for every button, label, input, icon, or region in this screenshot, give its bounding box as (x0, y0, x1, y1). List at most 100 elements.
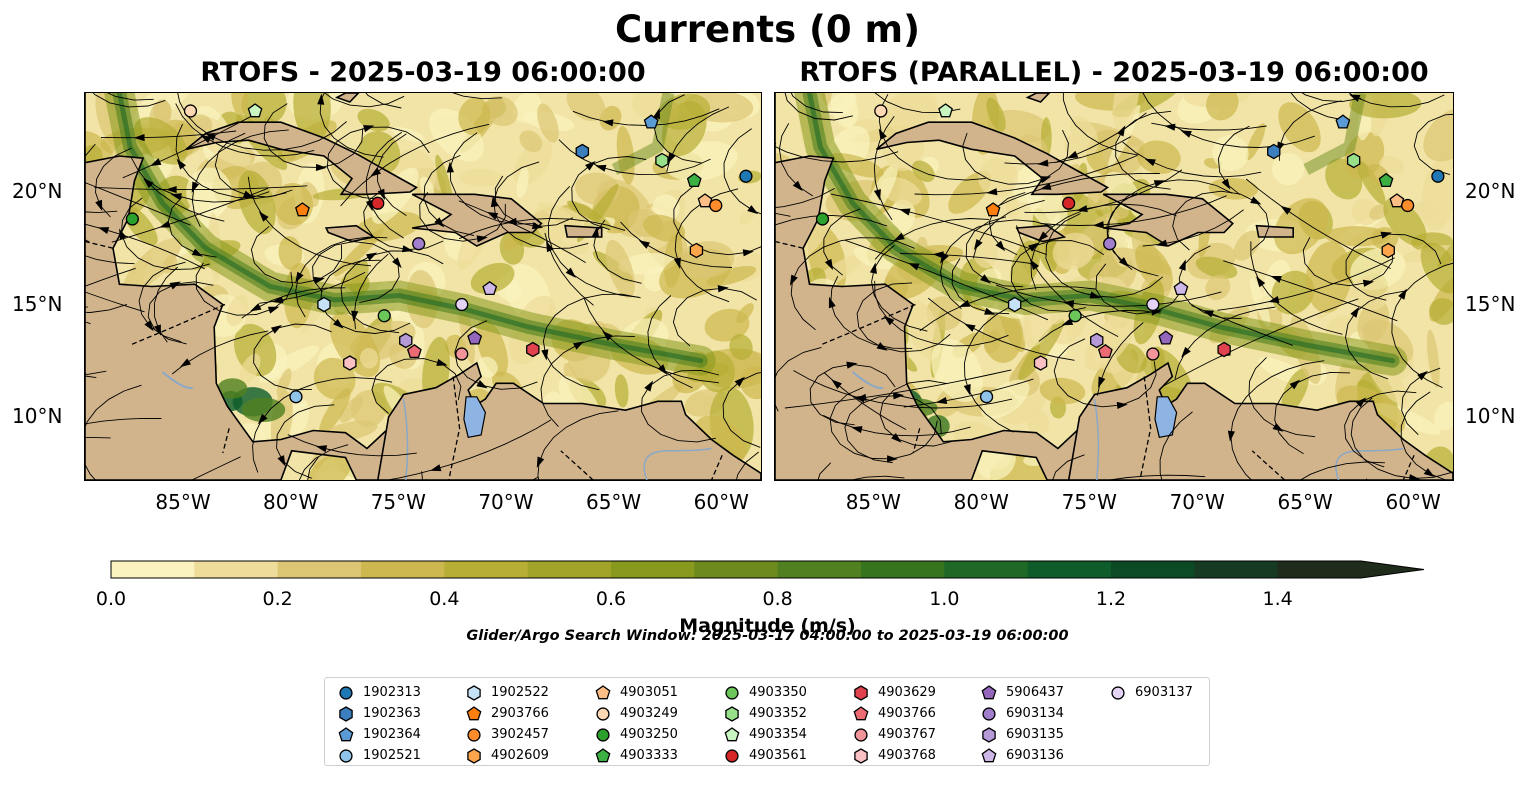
legend-item: 1902521 (337, 745, 421, 766)
legend-item: 4903350 (723, 682, 807, 703)
legend-marker-4903767 (854, 727, 868, 742)
legend-item: 5906437 (980, 682, 1064, 703)
legend-item: 4903352 (723, 703, 807, 724)
float-marker-4903629 (1217, 341, 1231, 358)
colorbar-segment (1194, 561, 1279, 578)
colorbar-segment (1027, 561, 1112, 578)
colorbar-tick-label: 1.4 (1262, 588, 1293, 610)
colorbar-segment (1277, 561, 1362, 578)
legend-item: 6903137 (1109, 682, 1193, 703)
float-marker-4903350 (1068, 309, 1082, 323)
legend-label: 1902521 (363, 748, 421, 763)
lon-tick-label: 85°W (155, 490, 211, 514)
colorbar-segment (277, 561, 362, 578)
legend-item: 4903561 (723, 745, 807, 766)
float-marker-6903135 (399, 332, 413, 349)
lon-tick-label: 65°W (1277, 490, 1333, 514)
legend-marker-1902363 (339, 705, 353, 722)
colorbar-tick-label: 0.4 (429, 588, 460, 610)
legend-label: 4903250 (620, 727, 678, 742)
legend-marker-4903250 (596, 727, 610, 742)
lat-tick-label-right: 10°N (1465, 404, 1516, 428)
float-marker-4903629 (526, 341, 540, 358)
lon-tick-label: 80°W (953, 490, 1009, 514)
float-marker-6903136 (482, 280, 498, 296)
legend-marker-5906437 (981, 684, 997, 699)
legend-item: 4903250 (594, 724, 678, 745)
float-marker-4902609 (1381, 242, 1395, 259)
legend-item: 4903249 (594, 703, 678, 724)
float-marker-5906437 (467, 330, 483, 345)
colorbar-tick-label: 0.2 (262, 588, 293, 610)
legend-marker-2903766 (466, 705, 482, 720)
float-marker-4903250 (125, 212, 139, 226)
float-marker-3902457 (1401, 198, 1415, 213)
float-marker-5906437 (1158, 330, 1174, 345)
legend-marker-3902457 (467, 727, 481, 742)
legend-label: 1902522 (491, 685, 549, 700)
legend-label: 4903249 (620, 706, 678, 721)
float-marker-4903354 (938, 103, 953, 118)
float-marker-4902609 (689, 242, 704, 259)
legend-marker-1902364 (338, 726, 354, 741)
panel-title-rtofs: RTOFS - 2025-03-19 06:00:00 (200, 57, 646, 88)
float-marker-1902521 (289, 390, 303, 404)
lat-tick-label-left: 20°N (12, 179, 63, 203)
float-marker-1902363 (1267, 143, 1281, 160)
lat-tick-label-right: 15°N (1465, 291, 1516, 316)
float-marker-4903354 (247, 103, 263, 118)
lon-tick-label: 70°W (478, 490, 534, 514)
map-panel-rtofs-parallel (774, 92, 1454, 481)
legend-label: 4903333 (620, 748, 678, 763)
legend-item: 4903768 (852, 745, 936, 766)
legend-marker-4903333 (595, 747, 611, 762)
float-marker-4903051 (1389, 193, 1405, 208)
legend-item: 1902522 (465, 682, 549, 703)
float-marker-4903766 (406, 343, 422, 359)
colorbar-segment (861, 561, 945, 578)
legend-item: 4903333 (594, 745, 678, 766)
legend-marker-4903768 (854, 747, 868, 764)
lon-tick-label: 65°W (585, 490, 642, 514)
legend-marker-6903134 (982, 706, 996, 721)
lon-tick-label: 75°W (370, 490, 426, 514)
legend-marker-6903137 (1111, 685, 1125, 700)
float-marker-6903137 (1146, 297, 1160, 312)
float-marker-1902363 (575, 143, 590, 160)
legend-label: 3902457 (491, 727, 549, 742)
legend-item: 1902363 (337, 703, 421, 724)
float-marker-4903250 (815, 212, 830, 226)
legend-marker-1902521 (339, 748, 353, 763)
float-marker-6903135 (1090, 332, 1104, 349)
float-marker-4903051 (697, 193, 713, 208)
lon-tick-label: 75°W (1061, 490, 1117, 514)
colorbar-segment (611, 561, 695, 578)
float-marker-2903766 (295, 202, 310, 217)
legend-marker-4903561 (725, 748, 739, 763)
land-mass (85, 93, 401, 480)
legend-item: 1902313 (337, 682, 421, 703)
legend-marker-6903136 (981, 747, 997, 762)
legend-label: 4903352 (749, 706, 807, 721)
legend-label: 4903629 (878, 685, 936, 700)
legend-item: 4903766 (852, 703, 936, 724)
lon-tick-label: 60°W (1385, 490, 1441, 514)
legend-item: 6903135 (980, 724, 1064, 745)
legend-item: 4903629 (852, 682, 936, 703)
colorbar-segment (777, 561, 862, 578)
colorbar-segment (444, 561, 529, 578)
float-marker-1902313 (739, 169, 753, 183)
colorbar-segment (527, 561, 612, 578)
float-marker-6903134 (1103, 237, 1117, 251)
map-panel-rtofs (84, 92, 762, 481)
legend-label: 2903766 (491, 706, 549, 721)
figure-title: Currents (0 m) (614, 8, 920, 51)
lat-tick-label-left: 10°N (12, 404, 63, 428)
land-mass (1025, 93, 1051, 103)
float-marker-4903767 (1146, 347, 1160, 361)
float-marker-1902521 (980, 390, 994, 404)
legend-marker-1902313 (339, 685, 353, 700)
legend-label: 6903134 (1006, 706, 1064, 721)
colorbar-segment (1111, 561, 1195, 578)
colorbar-label: Magnitude (m/s) (679, 615, 856, 637)
